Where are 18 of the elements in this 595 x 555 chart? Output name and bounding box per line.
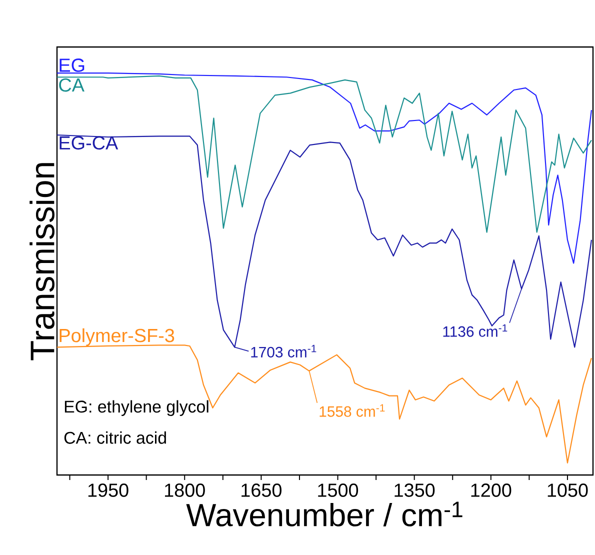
annotation: 1558 cm$^{-1}$ — [320, 404, 385, 417]
annotation: CA: citric acid — [64, 431, 166, 444]
x-tick-label: 1650 — [242, 484, 282, 497]
series-label: EG — [60, 58, 84, 72]
x-axis-title: Wavenumber / cm$^{-1}$ — [186, 502, 462, 526]
series-label: Polymer-SF-3 — [60, 328, 174, 346]
x-tick-label: 1200 — [471, 484, 512, 497]
annotation: EG: ethylene glycol — [64, 400, 208, 416]
annotation: 1136 cm$^{-1}$ — [443, 324, 508, 337]
x-tick-label: 1050 — [548, 484, 588, 497]
y-axis-title: Transmission — [30, 163, 54, 360]
series-label: CA — [59, 78, 84, 92]
x-tick-label: 1950 — [88, 484, 128, 497]
x-tick-label: 1500 — [318, 484, 358, 497]
annotation: 1703 cm$^{-1}$ — [251, 344, 316, 358]
x-tick-label: 1800 — [165, 484, 205, 497]
series-label: EG-CA — [60, 136, 118, 150]
x-tick-label: 1350 — [394, 484, 435, 497]
